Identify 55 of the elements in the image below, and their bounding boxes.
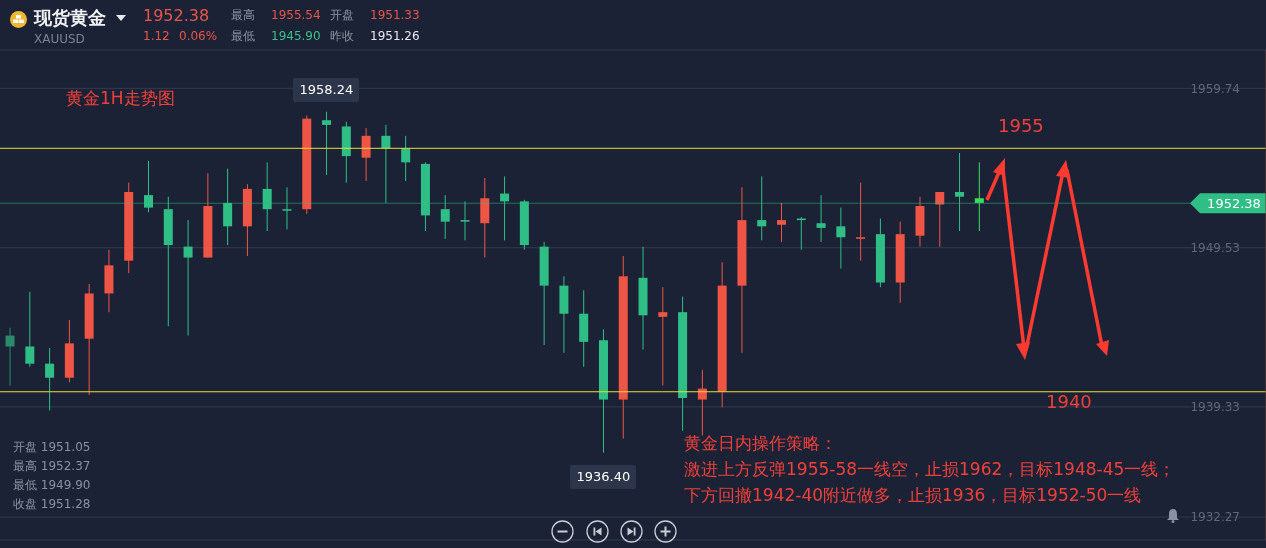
- annotation: 最低 1949.90: [13, 478, 91, 493]
- candlestick: [361, 127, 371, 182]
- text: 1951.26: [370, 29, 420, 44]
- y-tick-label: 1949.53: [1190, 240, 1240, 255]
- annotation: 1936.40: [570, 464, 637, 489]
- candlestick: [757, 175, 767, 241]
- chart-subtitle: XAUUSD: [34, 32, 85, 46]
- candlestick: [500, 175, 510, 241]
- annotation: 开盘 1951.05: [13, 440, 91, 455]
- y-tick-label: 1959.74: [1190, 81, 1240, 96]
- annotation: 激进上方反弹1955-58一线空，止损1962，目标1948-45一线；: [684, 459, 1176, 480]
- text: 最低: [231, 29, 255, 44]
- candlestick: [322, 111, 332, 176]
- text: 最高: [231, 8, 255, 23]
- candlestick: [935, 191, 945, 248]
- candlestick: [5, 327, 15, 387]
- annotation: 黄金1H走势图: [66, 88, 175, 109]
- candlestick: [183, 219, 193, 337]
- ref-line-label: 1952.38: [1207, 196, 1261, 212]
- annotation: 最高 1952.37: [13, 459, 91, 474]
- y-tick-label: 1939.33: [1190, 400, 1240, 415]
- candlestick: [282, 186, 292, 230]
- candlestick: [777, 202, 787, 243]
- annotation: 下方回撤1942-40附近做多，止损1936，目标1952-50一线: [684, 485, 1142, 506]
- candlestick: [25, 291, 35, 368]
- candlestick: [401, 135, 411, 182]
- candlestick: [144, 160, 154, 213]
- candlestick: [836, 207, 846, 269]
- candlestick: [223, 168, 233, 246]
- chart-title: 现货黄金: [34, 6, 106, 30]
- candlestick: [816, 194, 826, 243]
- candlestick: [460, 200, 470, 241]
- candlestick: [856, 182, 866, 262]
- text: 开盘: [330, 8, 354, 23]
- annotation: 1955: [998, 115, 1044, 137]
- text: 1952.38: [143, 6, 210, 26]
- candlestick: [697, 369, 707, 436]
- candlestick: [440, 194, 450, 240]
- y-tick-label: 1932.27: [1190, 510, 1240, 525]
- candlestick: [262, 161, 272, 232]
- candlestick: [658, 286, 668, 387]
- text: 1951.33: [370, 8, 420, 23]
- text: 昨收: [330, 29, 354, 44]
- annotation: 1958.24: [293, 77, 360, 102]
- candlestick: [45, 347, 55, 411]
- text: 1.12: [143, 29, 170, 44]
- annotation: 收盘 1951.28: [13, 497, 91, 512]
- annotation: 黄金日内操作策略：: [684, 433, 837, 454]
- text: 1945.90: [271, 29, 321, 44]
- annotation: 1940: [1046, 391, 1092, 413]
- candlestick: [955, 152, 965, 232]
- candlestick: [381, 124, 391, 204]
- text: 0.06%: [179, 29, 218, 44]
- text: 1955.54: [271, 8, 321, 23]
- candlestick: [974, 161, 984, 232]
